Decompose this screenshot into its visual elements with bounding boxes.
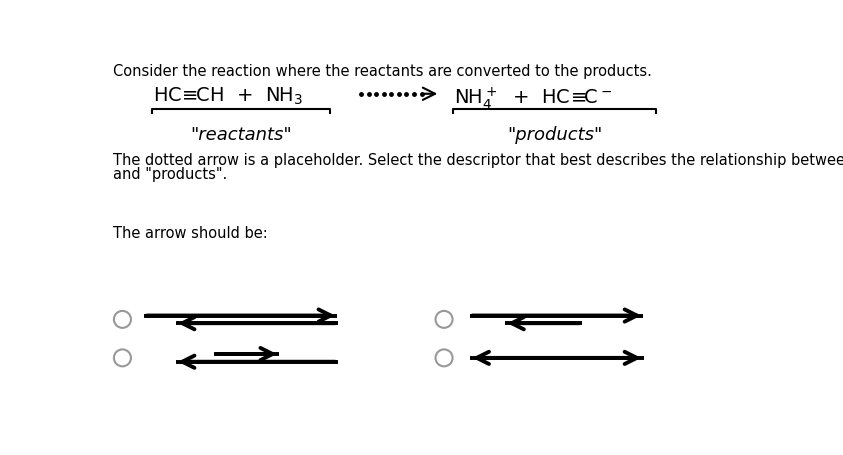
- Text: Consider the reaction where the reactants are converted to the products.: Consider the reaction where the reactant…: [113, 64, 652, 79]
- Text: The dotted arrow is a placeholder. Select the descriptor that best describes the: The dotted arrow is a placeholder. Selec…: [113, 153, 843, 168]
- Text: and "products".: and "products".: [113, 167, 228, 182]
- Text: The arrow should be:: The arrow should be:: [113, 225, 268, 240]
- Text: "products": "products": [507, 125, 603, 143]
- Text: NH$_4^+$  +  HC$\!\equiv\!\!$C$^-$: NH$_4^+$ + HC$\!\equiv\!\!$C$^-$: [454, 86, 613, 112]
- Text: "reactants": "reactants": [191, 125, 292, 143]
- Text: HC$\!\equiv\!\!$CH  +  NH$_3$: HC$\!\equiv\!\!$CH + NH$_3$: [153, 86, 303, 106]
